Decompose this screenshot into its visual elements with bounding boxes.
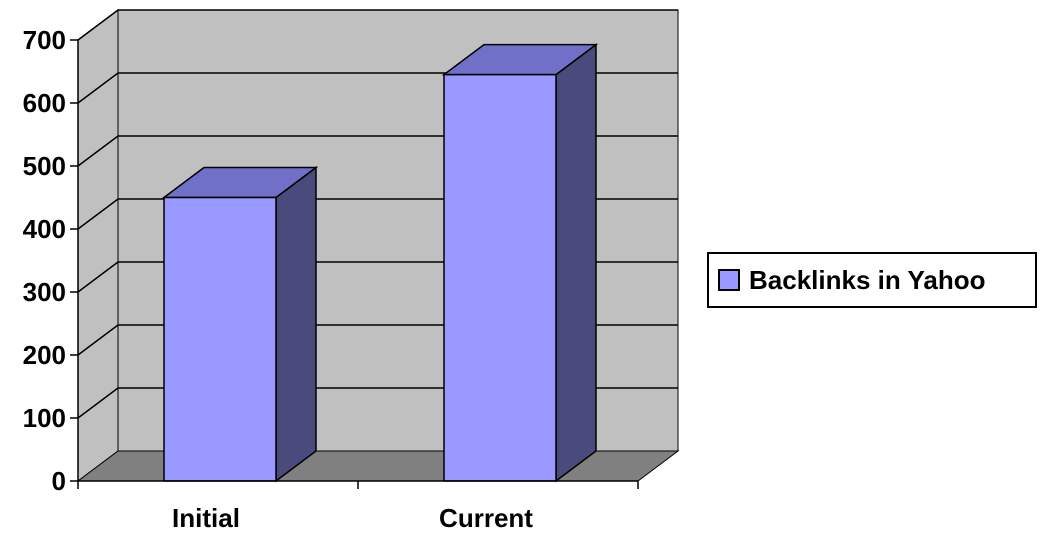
bar-front [163,196,277,482]
bar-front [443,73,557,482]
bar-side [555,43,597,483]
y-tick-label: 500 [23,151,66,181]
y-tick-label: 200 [23,340,66,370]
bars [161,43,599,483]
y-tick-label: 300 [23,277,66,307]
y-tick-labels: 0 100 200 300 400 500 600 700 [23,25,66,496]
x-tick-label-current: Current [439,503,533,533]
gridline [77,9,678,41]
y-tick-label: 600 [23,88,66,118]
legend: Backlinks in Yahoo [707,252,1037,308]
bar-current [441,43,599,483]
bar-initial [161,166,319,483]
legend-swatch [718,269,740,291]
legend-label-backlinks-in-yahoo: Backlinks in Yahoo [749,264,986,295]
y-tick-label: 400 [23,214,66,244]
y-tick-label: 700 [23,25,66,55]
x-tick-label-initial: Initial [172,503,240,533]
y-tick-label: 100 [23,403,66,433]
axes [70,39,639,489]
side-wall [77,9,119,482]
x-tick-labels: Initial Current [172,503,533,533]
bar-side [275,166,317,483]
y-tick-label: 0 [52,466,66,496]
